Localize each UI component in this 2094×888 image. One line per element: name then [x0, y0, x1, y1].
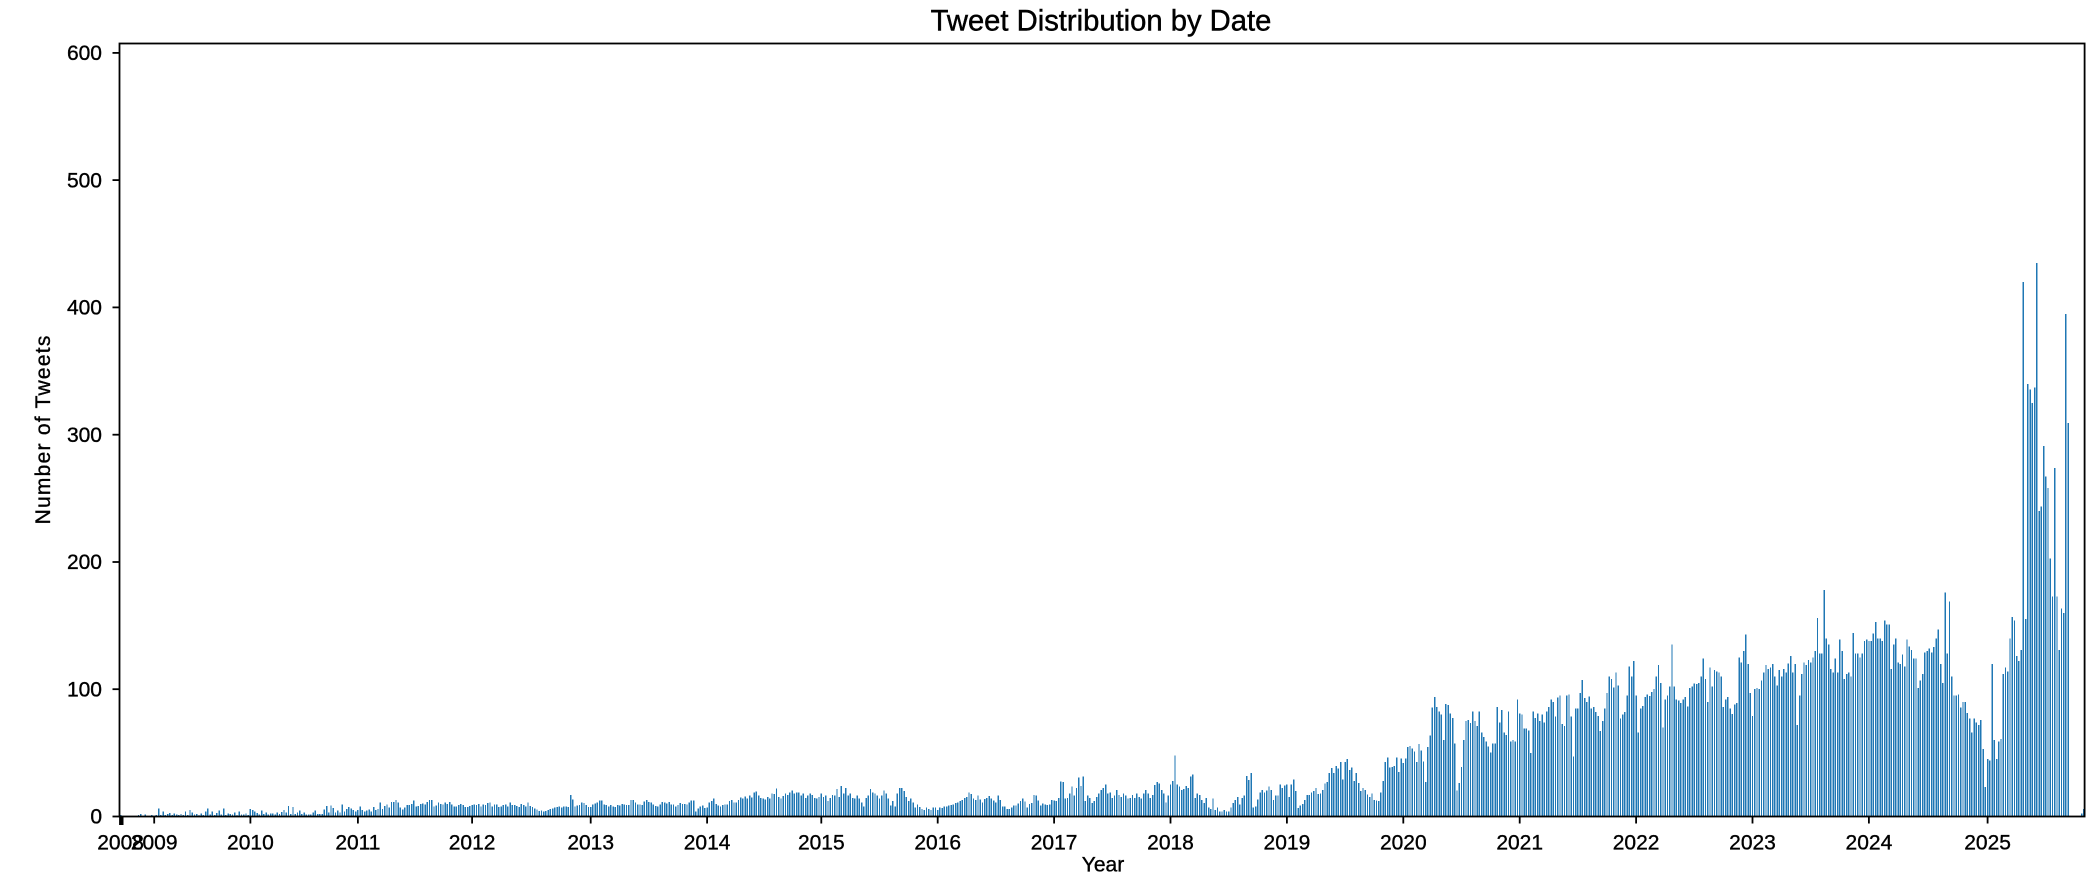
svg-text:2023: 2023 [1729, 832, 1776, 855]
svg-text:2012: 2012 [449, 832, 496, 855]
svg-text:2011: 2011 [335, 832, 380, 855]
svg-text:2018: 2018 [1147, 832, 1194, 855]
svg-text:2016: 2016 [914, 832, 961, 855]
svg-text:Year: Year [1082, 854, 1124, 877]
svg-text:200: 200 [67, 551, 102, 574]
svg-text:2013: 2013 [567, 832, 614, 855]
svg-text:2019: 2019 [1264, 832, 1311, 855]
svg-text:2017: 2017 [1031, 832, 1078, 855]
svg-text:2022: 2022 [1613, 832, 1660, 855]
svg-text:2020: 2020 [1380, 832, 1427, 855]
svg-text:2015: 2015 [798, 832, 845, 855]
svg-text:400: 400 [67, 297, 102, 320]
svg-text:2025: 2025 [1964, 832, 2011, 855]
svg-text:300: 300 [67, 424, 102, 447]
svg-text:Tweet Distribution by Date: Tweet Distribution by Date [931, 5, 1272, 37]
svg-text:Number of Tweets: Number of Tweets [32, 334, 55, 524]
svg-text:500: 500 [67, 169, 102, 192]
svg-text:2010: 2010 [227, 832, 274, 855]
svg-text:600: 600 [67, 42, 102, 65]
svg-text:2008: 2008 [97, 832, 144, 855]
svg-text:0: 0 [90, 806, 102, 829]
svg-text:100: 100 [67, 678, 102, 701]
svg-text:2009: 2009 [131, 832, 178, 855]
svg-text:2021: 2021 [1496, 832, 1543, 855]
svg-text:2024: 2024 [1846, 832, 1893, 855]
svg-text:2014: 2014 [684, 832, 731, 855]
